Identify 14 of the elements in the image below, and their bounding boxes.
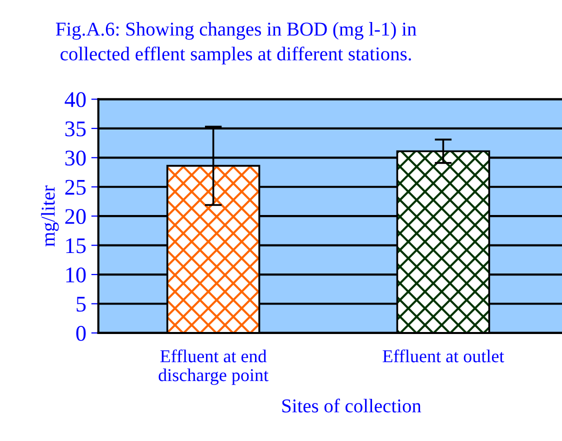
y-axis-title: mg/liter: [41, 185, 59, 246]
y-tick-label: 10: [66, 267, 86, 282]
chart-title: Fig.A.6: Showing changes in BOD (mg l-1) in collected efflent samples at different stations.: [56, 22, 416, 64]
y-tick-label: 25: [65, 180, 86, 195]
y-tick-label: 5: [76, 296, 86, 312]
y-tick-label: 15: [66, 238, 86, 254]
y-tick-label: 35: [65, 121, 86, 136]
y-tick-label: 0: [76, 326, 86, 341]
y-tick-label: 20: [65, 209, 86, 224]
y-tick-label: 40: [64, 92, 86, 108]
x-axis-title: Sites of collection: [282, 398, 422, 412]
x-tick-label: Effluent at end discharge point: [158, 349, 268, 385]
y-tick-label: 30: [65, 150, 86, 166]
x-tick-label: Effluent at outlet: [382, 349, 504, 362]
